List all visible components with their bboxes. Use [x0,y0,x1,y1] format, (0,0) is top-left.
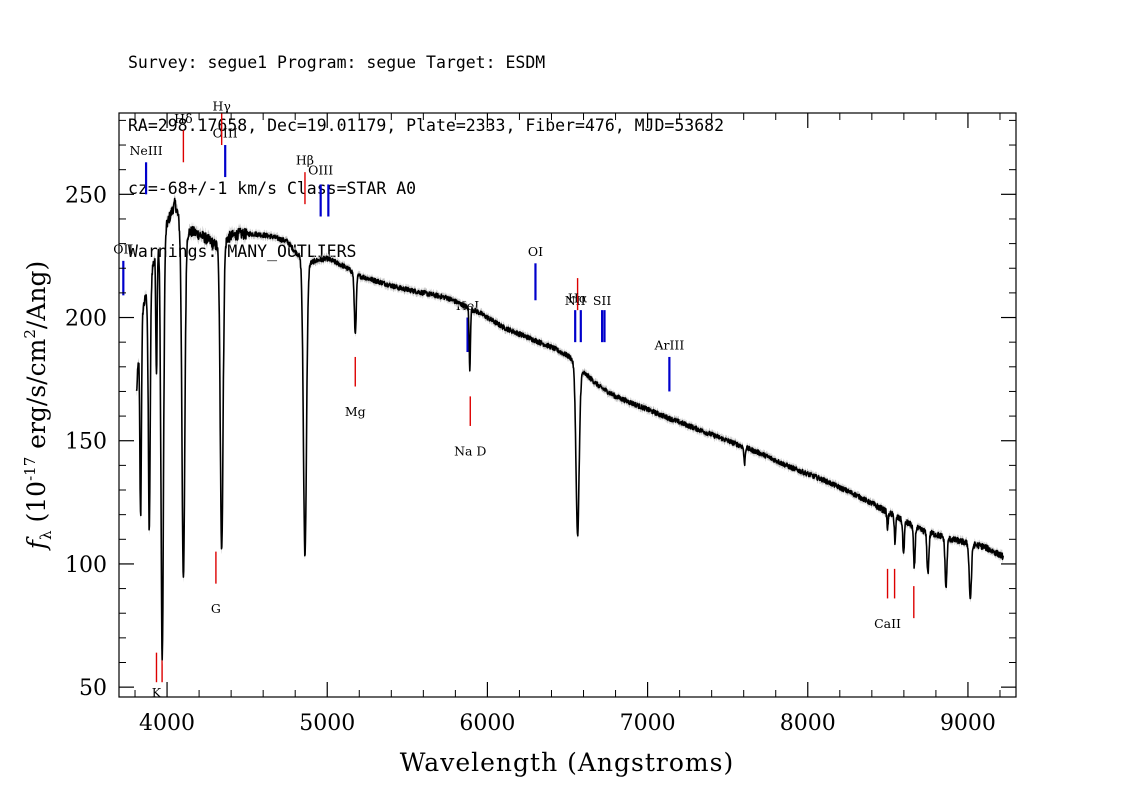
emission-line-label: ArIII [653,338,684,353]
y-tick-label: 50 [79,676,107,701]
y-tick-label: 250 [65,183,107,208]
absorption-line-label: K [152,685,162,700]
header-line-redshift-class: cz=-68+/-1 km/s Class=STAR A0 [128,179,417,198]
y-tick-label: 150 [65,430,107,455]
x-tick-label: 4000 [139,711,195,736]
emission-line-label: NeIII [129,143,162,158]
absorption-line-label: Hα [568,291,588,306]
spectrum-header: Survey: segue1 Program: segue Target: ES… [128,10,724,283]
header-line-coordinates: RA=298.17658, Dec=19.01179, Plate=2333, … [128,116,725,135]
absorption-line-label: Hβ [296,153,314,168]
absorption-line-label: CaII [874,616,901,631]
absorption-line-label: Hγ [212,99,230,114]
emission-line-label: OII [113,241,133,256]
line-marker-layer: OIINeIIIOIIIOIIIHeIOINIISIIArIIIHδHγHβHα… [113,99,915,700]
emission-line-label: SII [593,293,612,308]
x-axis-label: Wavelength (Angstroms) [400,748,734,777]
spectrum-line [135,197,1004,661]
axis-tick-layer: 4000 5000 6000 7000 8000 9000 50 100 150 200 250 [65,113,1016,736]
emission-line-label: OI [528,244,543,259]
x-tick-label: 5000 [299,711,355,736]
y-tick-label: 100 [65,553,107,578]
y-axis-label: fλ (10-17 erg/s/cm2/Ang) [21,261,55,551]
x-tick-label: 6000 [459,711,515,736]
y-tick-label: 200 [65,307,107,332]
absorption-line-label: Na D [454,444,486,459]
emission-line-label: OIII [213,126,238,141]
header-line-survey: Survey: segue1 Program: segue Target: ES… [128,53,546,72]
x-tick-label: 7000 [620,711,676,736]
absorption-line-label: Hδ [174,111,192,126]
x-tick-label: 8000 [780,711,836,736]
absorption-line-label: Mg [345,404,366,419]
spectrum-data-layer [135,193,1004,666]
x-tick-label: 9000 [940,711,996,736]
absorption-line-label: G [211,601,221,616]
emission-line-label: OIII [308,163,333,178]
spectrum-error-band [136,193,1004,666]
plot-frame [118,112,1017,698]
emission-line-label: NII [565,293,586,308]
